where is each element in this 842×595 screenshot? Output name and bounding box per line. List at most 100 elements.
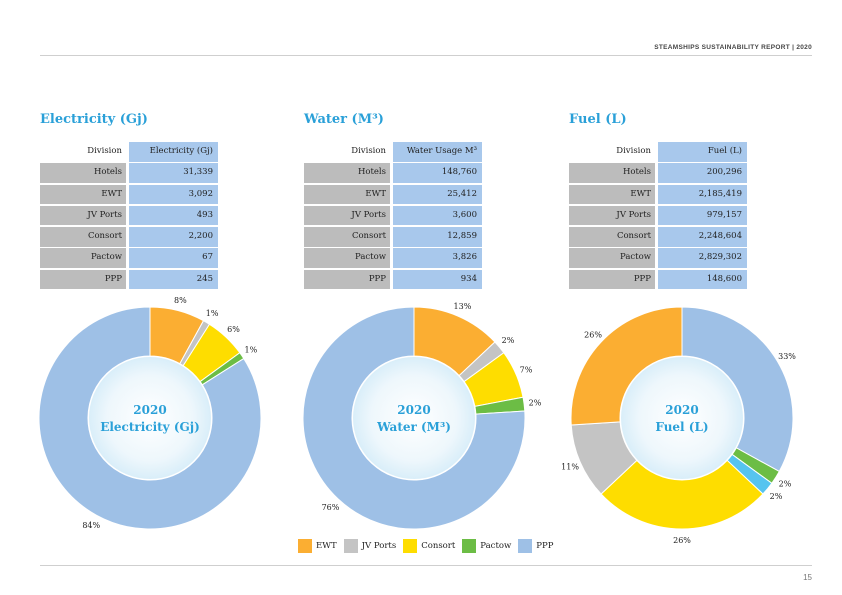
- page-number: 15: [803, 573, 812, 582]
- division-cell: EWT: [569, 184, 655, 205]
- donut-center-title: Fuel (L): [655, 420, 708, 434]
- table-header-row: Division Electricity (Gj): [40, 142, 222, 162]
- division-cell: Consort: [40, 227, 126, 247]
- donut-center: [89, 357, 211, 479]
- table-header-value: Electricity (Gj): [129, 142, 218, 162]
- value-cell: 2,248,604: [658, 227, 747, 247]
- legend-label: PPP: [536, 541, 554, 551]
- donut-data-label: 8%: [174, 296, 187, 305]
- division-cell: Hotels: [569, 163, 655, 183]
- table-header-value: Fuel (L): [658, 142, 747, 162]
- legend-item-consort: Consort: [403, 539, 455, 553]
- value-cell: 148,760: [393, 163, 482, 183]
- table-row: JV Ports 979,157: [569, 205, 751, 226]
- value-cell: 25,412: [393, 184, 482, 205]
- table-row: JV Ports 3,600: [304, 205, 486, 226]
- value-cell: 2,185,419: [658, 184, 747, 205]
- division-cell: Pactow: [304, 248, 390, 268]
- water-table: Division Water Usage M³ Hotels 148,760 EW…: [304, 142, 486, 291]
- electricity-donut: 8% 1% 6% 1% 84% 2020 Electricity (Gj): [38, 296, 262, 530]
- footer-divider: [40, 565, 812, 566]
- legend-item-ppp: PPP: [518, 539, 553, 553]
- division-cell: JV Ports: [40, 205, 126, 226]
- donut-data-label: 7%: [520, 366, 533, 375]
- legend-swatch-ewt: [298, 539, 312, 553]
- division-cell: PPP: [304, 269, 390, 290]
- value-cell: 67: [129, 248, 218, 268]
- division-cell: PPP: [40, 269, 126, 290]
- value-cell: 2,829,302: [658, 248, 747, 268]
- table-row: PPP 245: [40, 269, 222, 290]
- table-header-division: Division: [87, 146, 122, 156]
- legend-swatch-ppp: [518, 539, 533, 553]
- legend-item-ewt: EWT: [298, 539, 337, 553]
- table-row: PPP 934: [304, 269, 486, 290]
- value-cell: 245: [129, 269, 218, 290]
- legend-item-pactow: Pactow: [462, 539, 511, 553]
- legend-swatch-consort: [403, 539, 418, 553]
- value-cell: 979,157: [658, 205, 747, 226]
- donut-data-label: 84%: [82, 521, 100, 530]
- value-cell: 3,600: [393, 205, 482, 226]
- electricity-title: Electricity (Gj): [40, 112, 148, 127]
- table-header-row: Division Water Usage M³: [304, 142, 486, 162]
- table-row: Pactow 3,826: [304, 248, 486, 268]
- donut-center-year: 2020: [133, 403, 166, 417]
- table-header-division: Division: [616, 146, 651, 156]
- value-cell: 2,200: [129, 227, 218, 247]
- value-cell: 3,092: [129, 184, 218, 205]
- donut-center: [353, 357, 475, 479]
- division-cell: EWT: [40, 184, 126, 205]
- division-cell: EWT: [304, 184, 390, 205]
- legend-label: Consort: [421, 541, 456, 551]
- donut-data-label: 11%: [561, 462, 579, 471]
- legend-swatch-pactow: [462, 539, 477, 553]
- donut-data-label: 33%: [778, 352, 796, 361]
- division-cell: Hotels: [40, 163, 126, 183]
- division-cell: Consort: [304, 227, 390, 247]
- table-row: Consort 2,248,604: [569, 227, 751, 247]
- legend-label: Pactow: [480, 541, 512, 551]
- division-cell: PPP: [569, 269, 655, 290]
- water-donut: 13% 2% 7% 2% 76% 2020 Water (M³): [302, 302, 542, 530]
- division-cell: JV Ports: [304, 205, 390, 226]
- legend-label: EWT: [316, 541, 337, 551]
- division-cell: JV Ports: [569, 205, 655, 226]
- legend-item-jv-ports: JV Ports: [343, 539, 397, 553]
- value-cell: 200,296: [658, 163, 747, 183]
- donut-data-label: 1%: [245, 345, 258, 354]
- value-cell: 148,600: [658, 269, 747, 290]
- table-row: Consort 2,200: [40, 227, 222, 247]
- value-cell: 3,826: [393, 248, 482, 268]
- legend-swatch-jv-ports: [343, 539, 358, 553]
- table-row: EWT 3,092: [40, 184, 222, 205]
- fuel-donut: 33% 2% 2% 26% 11% 26% 2020 Fuel (L): [561, 306, 796, 545]
- donut-data-label: 2%: [529, 399, 542, 408]
- legend-label: JV Ports: [361, 541, 397, 551]
- division-cell: Consort: [569, 227, 655, 247]
- table-row: Hotels 31,339: [40, 163, 222, 183]
- donut-center-title: Water (M³): [376, 420, 451, 434]
- value-cell: 31,339: [129, 163, 218, 183]
- table-row: PPP 148,600: [569, 269, 751, 290]
- donut-slice-consort: [600, 459, 764, 530]
- table-header-division: Division: [351, 146, 386, 156]
- table-row: Pactow 67: [40, 248, 222, 268]
- donut-data-label: 26%: [673, 536, 691, 545]
- donut-slice-ppp: [302, 306, 526, 530]
- fuel-title: Fuel (L): [569, 112, 627, 127]
- donut-data-label: 6%: [227, 325, 240, 334]
- value-cell: 12,859: [393, 227, 482, 247]
- table-row: Consort 12,859: [304, 227, 486, 247]
- value-cell: 493: [129, 205, 218, 226]
- chart-legend: EWT JV Ports Consort Pactow PPP: [298, 539, 560, 553]
- donut-data-label: 76%: [322, 503, 340, 512]
- donut-data-label: 2%: [502, 336, 515, 345]
- donut-data-label: 2%: [770, 492, 783, 501]
- donut-center-year: 2020: [665, 403, 698, 417]
- table-header-value: Water Usage M³: [393, 142, 482, 162]
- division-cell: Pactow: [569, 248, 655, 268]
- donut-center: [621, 357, 743, 479]
- value-cell: 934: [393, 269, 482, 290]
